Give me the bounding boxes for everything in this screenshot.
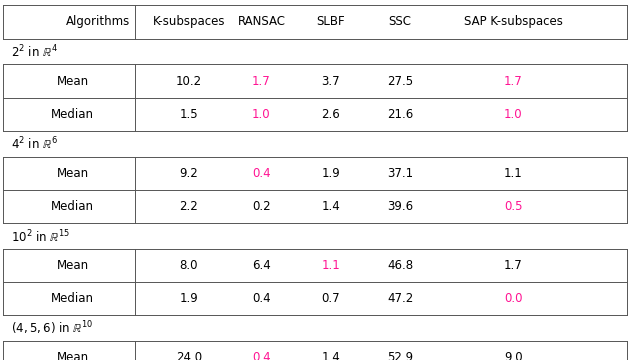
Text: 2.6: 2.6 [321,108,340,121]
Text: 8.0: 8.0 [180,259,198,272]
Text: 1.1: 1.1 [321,259,340,272]
Text: 39.6: 39.6 [387,200,413,213]
Text: 21.6: 21.6 [387,108,413,121]
Text: $2^2$ in $\mathbb{R}^4$: $2^2$ in $\mathbb{R}^4$ [11,44,57,60]
Text: 10.2: 10.2 [176,75,202,87]
Text: 1.7: 1.7 [504,259,523,272]
Text: Median: Median [51,292,94,305]
Text: 27.5: 27.5 [387,75,413,87]
Text: 0.4: 0.4 [252,292,271,305]
Text: Mean: Mean [57,351,88,360]
Text: Algorithms: Algorithms [66,15,130,28]
Text: 1.1: 1.1 [504,167,523,180]
Text: 0.4: 0.4 [252,167,271,180]
Text: $4^2$ in $\mathbb{R}^6$: $4^2$ in $\mathbb{R}^6$ [11,136,57,153]
Text: 52.9: 52.9 [387,351,413,360]
Text: 0.2: 0.2 [252,200,271,213]
Text: 9.0: 9.0 [504,351,523,360]
Text: Mean: Mean [57,75,88,87]
Text: 1.0: 1.0 [252,108,271,121]
Text: 1.4: 1.4 [321,351,340,360]
Text: 1.5: 1.5 [180,108,198,121]
Text: $(4, 5, 6)$ in $\mathbb{R}^{10}$: $(4, 5, 6)$ in $\mathbb{R}^{10}$ [11,320,93,337]
Text: 24.0: 24.0 [176,351,202,360]
Text: 6.4: 6.4 [252,259,271,272]
Text: 1.0: 1.0 [504,108,523,121]
Text: Median: Median [51,200,94,213]
Text: 2.2: 2.2 [180,200,198,213]
Text: 46.8: 46.8 [387,259,413,272]
Text: K-subspaces: K-subspaces [152,15,226,28]
Text: 47.2: 47.2 [387,292,413,305]
Text: Mean: Mean [57,167,88,180]
Text: 9.2: 9.2 [180,167,198,180]
Text: 1.7: 1.7 [252,75,271,87]
Text: 1.9: 1.9 [180,292,198,305]
Text: Median: Median [51,108,94,121]
Text: 1.4: 1.4 [321,200,340,213]
Text: 0.4: 0.4 [252,351,271,360]
Text: 0.0: 0.0 [504,292,523,305]
Text: SSC: SSC [389,15,411,28]
Text: RANSAC: RANSAC [238,15,285,28]
Text: 0.5: 0.5 [504,200,523,213]
Text: 0.7: 0.7 [321,292,340,305]
Text: 37.1: 37.1 [387,167,413,180]
Text: SLBF: SLBF [316,15,345,28]
Text: SAP K-subspaces: SAP K-subspaces [464,15,563,28]
Text: 1.7: 1.7 [504,75,523,87]
Text: $10^2$ in $\mathbb{R}^{15}$: $10^2$ in $\mathbb{R}^{15}$ [11,228,70,245]
Text: Mean: Mean [57,259,88,272]
Text: 3.7: 3.7 [321,75,340,87]
Text: 1.9: 1.9 [321,167,340,180]
